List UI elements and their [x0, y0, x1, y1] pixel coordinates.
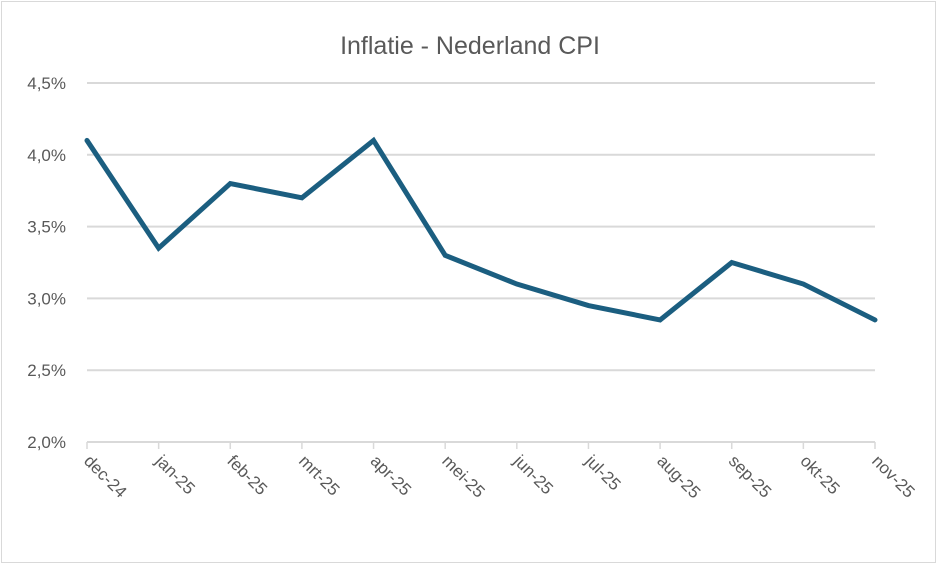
- y-tick-label: 4,5%: [27, 74, 66, 93]
- x-tick-label: mei-25: [438, 451, 488, 501]
- y-tick-label: 3,5%: [27, 218, 66, 237]
- x-tick-label: feb-25: [223, 451, 271, 499]
- x-tick-label: mrt-25: [295, 451, 343, 499]
- x-tick-label: jan-25: [151, 451, 199, 499]
- y-tick-label: 4,0%: [27, 146, 66, 165]
- y-tick-label: 2,5%: [27, 361, 66, 380]
- x-tick-label: jun-25: [509, 451, 557, 499]
- x-tick-label: jul-25: [581, 451, 625, 495]
- series-line-cpi: [84, 136, 878, 323]
- x-tick-label: okt-25: [797, 451, 844, 498]
- y-tick-label: 2,0%: [27, 433, 66, 452]
- chart-title: Inflatie - Nederland CPI: [340, 32, 600, 60]
- x-tick-label: nov-25: [868, 451, 918, 501]
- x-tick-label: aug-25: [653, 451, 704, 502]
- x-tick-label: apr-25: [367, 451, 415, 499]
- y-tick-label: 3,0%: [27, 289, 66, 308]
- x-tick-label: sep-25: [725, 451, 775, 501]
- x-tick-label: dec-24: [80, 451, 130, 501]
